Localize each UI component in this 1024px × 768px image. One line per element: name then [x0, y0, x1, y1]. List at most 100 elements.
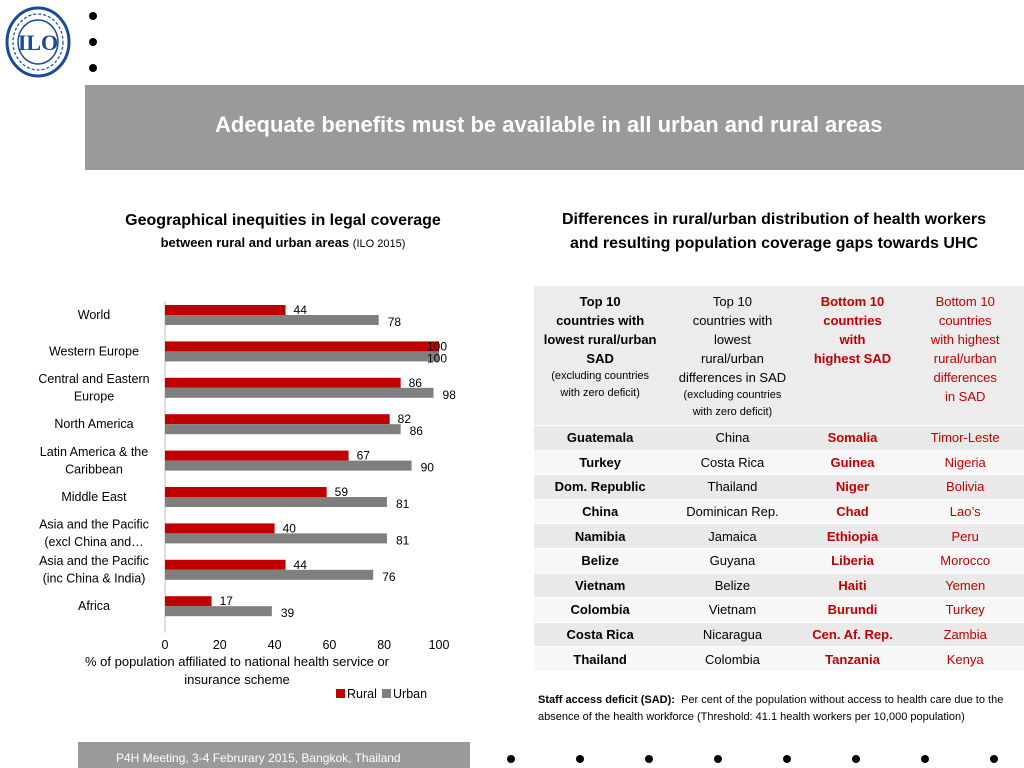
footer-dot [576, 755, 584, 763]
table-cell: Vietnam [666, 597, 799, 623]
data-label-urban: 81 [396, 533, 410, 547]
column-header-line: lowest rural/urban [543, 332, 657, 347]
table-row: Dom. Republic Thailand Niger Bolivia [534, 474, 1024, 500]
table-cell: Namibia [534, 523, 667, 549]
column-header-line: in SAD [944, 389, 986, 404]
data-label-urban: 39 [281, 606, 295, 620]
bar-urban [165, 387, 434, 398]
data-label-rural: 100 [427, 339, 447, 353]
column-header-line: differences [933, 370, 997, 385]
column-header-4: Bottom 10 countries with highest rural/urba… [906, 286, 1024, 426]
table-row: Guatemala China Somalia Timor-Leste [534, 425, 1024, 451]
category-label: Latin America & the [40, 445, 148, 459]
category-label: Central and Eastern [38, 372, 149, 386]
x-tick-label: 20 [213, 638, 227, 652]
table-cell: Cen. Af. Rep. [798, 621, 907, 647]
category-label: Caribbean [65, 462, 123, 476]
bar-rural [165, 487, 327, 497]
table-row: Turkey Costa Rica Guinea Nigeria [534, 449, 1024, 475]
category-label: Africa [78, 599, 110, 613]
column-header-2: Top 10 countries with lowest rural/urban dif… [666, 286, 799, 426]
bar-urban [165, 315, 379, 325]
column-header-note: (excluding countries [683, 389, 782, 401]
category-label: North America [54, 417, 133, 431]
column-header-line: Top 10 [712, 294, 752, 309]
data-label-rural: 44 [294, 558, 308, 572]
column-header-line: highest SAD [813, 351, 892, 366]
table-row: Thailand Colombia Tanzania Kenya [534, 646, 1024, 671]
column-header-line: differences in SAD [678, 370, 787, 385]
table-cell: Thailand [666, 474, 799, 500]
footer-dot [645, 755, 653, 763]
table-cell: Turkey [906, 597, 1024, 623]
table-cell: Yemen [906, 572, 1024, 598]
table-cell: Colombia [666, 646, 799, 671]
legend-swatch-urban [382, 689, 391, 698]
footer-dot [852, 755, 860, 763]
column-header-line: with [839, 332, 866, 347]
category-label: Middle East [61, 490, 127, 504]
column-header-line: Bottom 10 [935, 294, 995, 309]
slide-title: Adequate benefits must be available in a… [215, 112, 883, 137]
footer-dot [714, 755, 722, 763]
left-heading-line2: between rural and urban areas (ILO 2015) [98, 232, 468, 255]
table-cell: Somalia [798, 425, 907, 451]
table-row: Colombia Vietnam Burundi Turkey [534, 597, 1024, 623]
bullet-dot [89, 12, 97, 20]
category-label: Asia and the Pacific [39, 518, 149, 532]
svg-text:ILO: ILO [18, 30, 58, 55]
table-cell: Niger [798, 474, 907, 500]
data-label-rural: 86 [409, 376, 423, 390]
data-label-urban: 78 [388, 315, 402, 329]
footer-dot [921, 755, 929, 763]
bar-rural [165, 450, 349, 461]
data-label-rural: 82 [398, 412, 412, 426]
right-heading-line1: Differences in rural/urban distribution … [561, 211, 987, 228]
x-tick-label: 60 [322, 638, 336, 652]
data-label-urban: 90 [421, 461, 435, 475]
column-header-3: Bottom 10 countries with highest SAD [798, 286, 907, 426]
right-heading-line2: and resulting population coverage gaps t… [569, 235, 979, 252]
column-header-line: SAD [586, 351, 614, 366]
right-panel-heading: Differences in rural/urban distribution … [528, 208, 1020, 256]
table-cell: Guatemala [534, 425, 667, 451]
table-cell: China [666, 425, 799, 451]
table-header-row: Top 10 countries with lowest rural/urban SA… [534, 286, 1024, 426]
table-row: Costa Rica Nicaragua Cen. Af. Rep. Zambia [534, 621, 1024, 647]
footer-dot [783, 755, 791, 763]
bar-urban [165, 533, 387, 544]
table-cell: China [534, 498, 667, 524]
category-label: (excl China and… [44, 535, 143, 549]
table-cell: Liberia [798, 547, 907, 574]
category-label: Europe [74, 390, 114, 404]
sad-country-table: Top 10 countries with lowest rural/urban SA… [534, 286, 1024, 671]
table-cell: Costa Rica [534, 621, 667, 647]
ilo-logo: ILO [5, 6, 71, 78]
category-label: Asia and the Pacific [39, 554, 149, 568]
bar-urban [165, 569, 374, 580]
data-label-rural: 67 [357, 449, 371, 463]
x-axis-label-line1: % of population affiliated to national h… [85, 654, 390, 669]
data-label-rural: 44 [294, 303, 308, 317]
bar-rural [165, 305, 286, 315]
table-cell: Morocco [906, 547, 1024, 574]
category-label: World [78, 308, 110, 322]
left-heading-line1: Geographical inequities in legal coverag… [125, 212, 441, 229]
bar-urban [165, 424, 401, 435]
table-row: Belize Guyana Liberia Morocco [534, 547, 1024, 574]
left-heading-source: (ILO 2015) [352, 238, 406, 250]
x-tick-label: 0 [162, 638, 169, 652]
table-cell: Nicaragua [666, 621, 799, 647]
column-header-line: rural/urban [701, 351, 764, 366]
legend-swatch-rural [336, 689, 345, 698]
bar-urban [165, 351, 439, 362]
column-header-line: rural/urban [933, 351, 997, 366]
table-cell: Timor-Leste [906, 425, 1024, 451]
footer-dot [990, 755, 998, 763]
bar-rural [165, 523, 275, 534]
footnote-term: Staff access deficit (SAD): [538, 694, 675, 706]
data-label-rural: 17 [220, 594, 234, 608]
table-cell: Burundi [798, 597, 907, 623]
table-cell: Belize [534, 547, 667, 574]
